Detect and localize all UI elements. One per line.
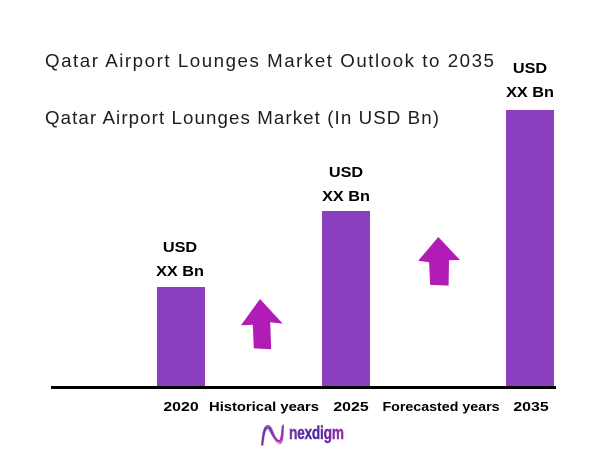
svg-text:nexdigm: nexdigm	[289, 423, 344, 443]
